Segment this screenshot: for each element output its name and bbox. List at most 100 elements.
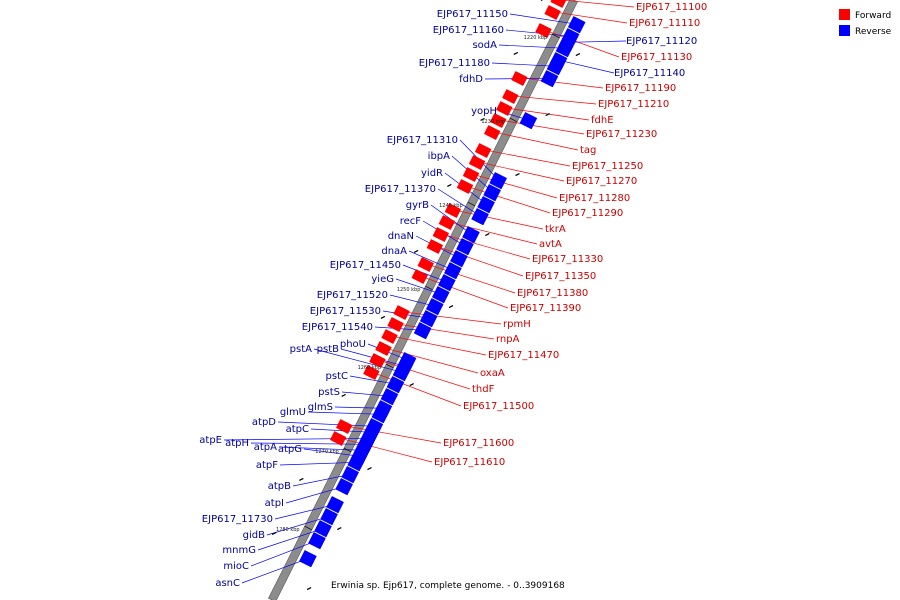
leader-line	[266, 515, 330, 536]
leader-line	[337, 437, 433, 463]
gene-feature	[386, 376, 405, 394]
leader-line	[491, 131, 579, 151]
leader-line	[470, 173, 558, 199]
reverse-gene-label: EJP617_11140	[614, 68, 685, 79]
reverse-gene-label: EJP617_11160	[433, 25, 504, 36]
forward-gene-label: EJP617_11390	[510, 303, 581, 314]
forward-gene-label: EJP617_11600	[443, 438, 514, 449]
leader-line	[519, 77, 604, 89]
minor-feature	[545, 113, 550, 117]
leader-line	[292, 473, 352, 487]
reverse-gene-label: atpG	[278, 444, 302, 455]
gene-feature	[437, 274, 456, 292]
gene-feature	[381, 329, 398, 344]
genome-backbone	[268, 0, 578, 600]
gene-feature	[371, 406, 390, 424]
leader-line	[401, 311, 502, 325]
forward-gene-label: tkrA	[545, 224, 566, 235]
reverse-gene-label: pstC	[326, 371, 348, 382]
gene-feature	[411, 269, 428, 284]
minor-feature	[515, 173, 520, 177]
gene-feature	[431, 286, 450, 304]
leader-line	[250, 539, 318, 567]
tick-label: 1250 kbp	[397, 287, 421, 293]
leader-line	[395, 323, 495, 340]
leader-line	[341, 391, 391, 397]
forward-gene-label: EJP617_11250	[572, 161, 643, 172]
gene-feature	[544, 5, 561, 20]
gene-feature	[314, 520, 332, 538]
leader-line	[349, 375, 397, 385]
leader-line	[434, 245, 524, 277]
gene-feature	[380, 388, 399, 406]
tick-mark	[425, 285, 433, 291]
gene-feature	[413, 322, 432, 340]
gene-feature	[395, 358, 414, 376]
tick-mark	[467, 201, 476, 207]
reverse-gene-label: atpF	[256, 460, 278, 471]
reverse-gene-label: EJP617_11180	[419, 58, 490, 69]
legend: Forward Reverse	[839, 9, 892, 37]
leader-line	[307, 411, 382, 415]
reverse-gene-label: yieG	[371, 274, 394, 285]
gene-feature	[474, 143, 492, 158]
reverse-gene-label: ibpA	[428, 151, 450, 162]
reverse-gene-label: asnC	[215, 578, 240, 589]
backbone-bar	[268, 0, 578, 600]
leader-line	[559, 59, 615, 74]
gene-feature	[456, 238, 474, 256]
gene-feature	[417, 257, 434, 272]
tick-mark	[386, 363, 394, 369]
leader-line	[491, 62, 557, 67]
minor-feature	[448, 305, 454, 309]
gene-feature	[489, 113, 507, 128]
leader-line	[452, 209, 544, 230]
reverse-gene-label: EJP617_11540	[302, 322, 373, 333]
reverse-gene-label: atpB	[268, 481, 291, 492]
gene-feature	[471, 208, 489, 226]
leader-line	[277, 421, 376, 427]
minor-feature	[341, 393, 346, 397]
gene-feature	[511, 71, 528, 86]
leader-line	[437, 188, 481, 217]
gene-feature	[299, 550, 317, 568]
reverse-gene-label: pstS	[318, 387, 340, 398]
leader-line	[334, 406, 385, 409]
minor-feature	[447, 183, 452, 187]
reverse-gene-label: pstB	[317, 344, 339, 355]
leader-line	[241, 557, 309, 584]
gene-feature	[425, 298, 444, 316]
leader-line	[313, 348, 403, 373]
leader-line	[279, 461, 357, 466]
forward-gene-label: rnpA	[496, 334, 520, 345]
leader-line	[498, 119, 585, 135]
forward-gene-label: fdhE	[591, 115, 614, 126]
leader-line	[446, 221, 538, 245]
gene-feature	[468, 155, 486, 170]
reverse-gene-label: EJP617_11310	[387, 135, 458, 146]
leader-line	[568, 40, 627, 43]
reverse-gene-label: EJP617_11370	[365, 184, 436, 195]
reverse-gene-label: EJP617_11730	[202, 514, 273, 525]
leader-line	[257, 527, 324, 551]
gene-feature	[438, 215, 456, 230]
gene-feature	[432, 227, 450, 242]
leader-line	[371, 371, 462, 407]
reverse-gene-label: phoU	[340, 339, 366, 350]
leader-line	[498, 44, 566, 49]
leader-line	[274, 503, 336, 520]
forward-gene-label: EJP617_11110	[629, 18, 700, 29]
leader-line	[476, 161, 565, 182]
tick-label: 1270 kbp	[315, 449, 339, 455]
leader-line	[383, 347, 479, 374]
genome-caption: Erwinia sp. Ejp617, complete genome. - 0…	[331, 581, 565, 591]
leader-line	[402, 264, 448, 283]
reverse-gene-label: EJP617_11450	[330, 260, 401, 271]
gene-feature	[320, 508, 338, 526]
gene-feature	[335, 478, 354, 496]
forward-gene-label: EJP617_11330	[532, 254, 603, 265]
legend-forward-label: Forward	[855, 11, 891, 21]
gene-feature	[347, 454, 366, 472]
reverse-gene-label: gidB	[243, 530, 265, 541]
